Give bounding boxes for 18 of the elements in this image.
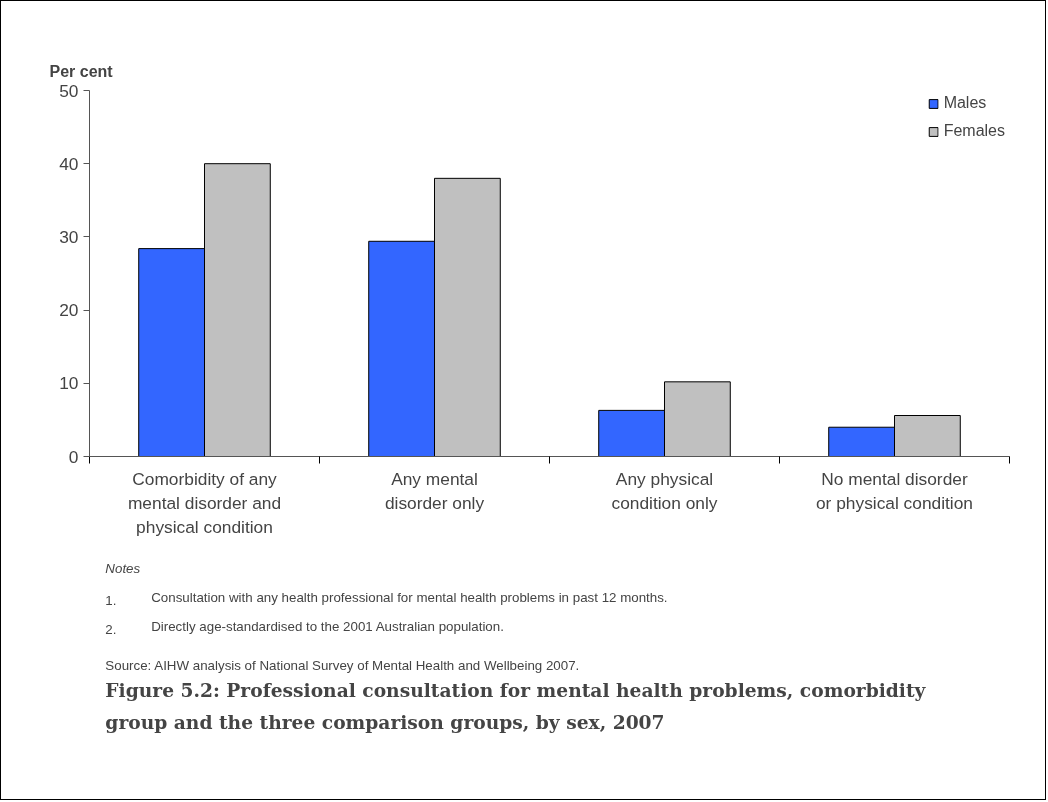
source-note: Source: AIHW analysis of National Survey of Mental Health and Wellbeing 2007.: [105, 657, 580, 673]
text: Figure 5.2: Professional consultation for mental health problems, comorbidity group and the three comparison groups, by sex, 2007: [105, 678, 927, 733]
y-tick-label: 10: [59, 373, 79, 394]
x-tick-label: Comorbidity of any mental disorder and physical condition: [127, 468, 282, 537]
text: 2. Directly age-standardised to the 2001 Australian population.: [105, 618, 504, 637]
legend-label: Females: [943, 122, 1005, 140]
y-tick-label: 40: [59, 153, 79, 174]
x-tick-label: Any physical condition only: [611, 468, 718, 513]
x-tick-label: No mental disorder or physical condition: [816, 468, 974, 513]
text: Notes: [105, 560, 141, 576]
x-tick-label: Any mental disorder only: [384, 468, 485, 513]
y-tick-label: 50: [59, 80, 79, 101]
legend-label: Males: [943, 94, 987, 112]
y-tick-label: 0: [68, 446, 79, 467]
text: 1. Consultation with any health professional for mental health problems in past 12 months.: [105, 589, 668, 608]
y-axis-title: Per cent: [49, 62, 114, 80]
y-tick-label: 20: [59, 300, 79, 321]
y-tick-label: 30: [59, 226, 79, 247]
